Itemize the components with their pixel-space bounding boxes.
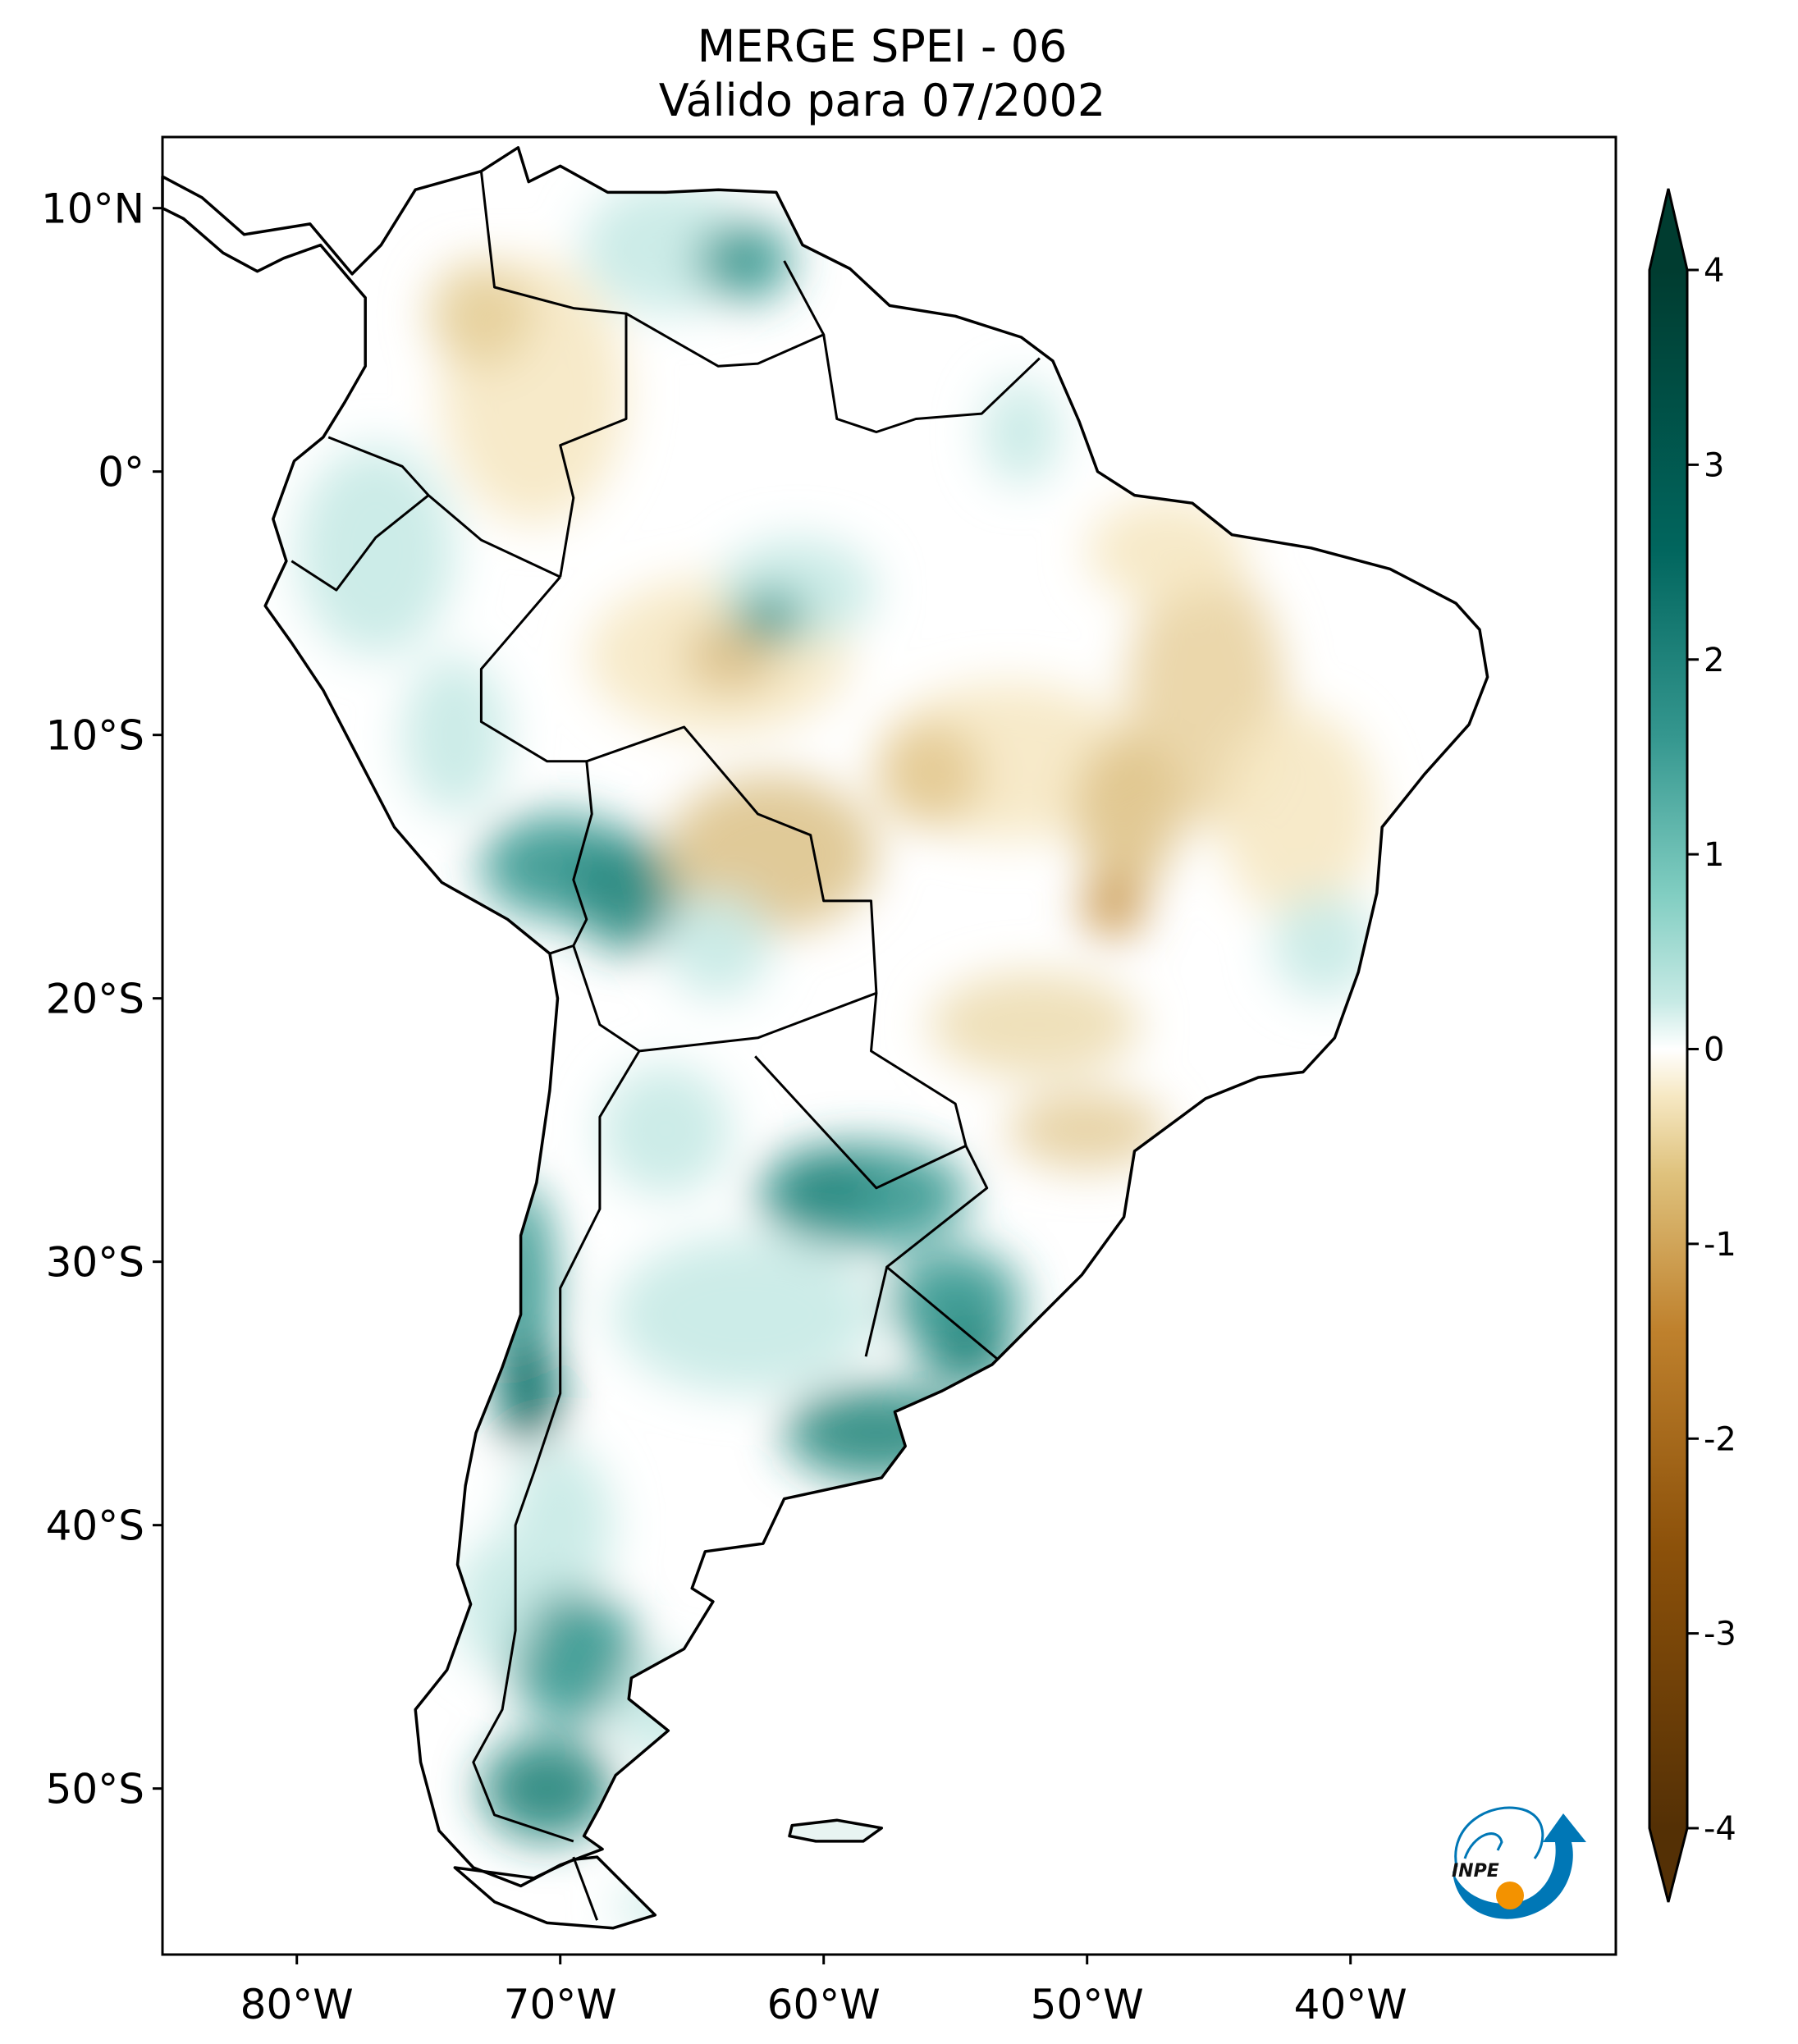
country-border (625, 260, 826, 368)
country-border (472, 1050, 641, 1843)
spei-anomaly-region (1073, 734, 1180, 894)
colorbar-gradient (1649, 270, 1687, 1828)
inpe-logo: INPE (1452, 1806, 1586, 1919)
country-border (864, 1266, 889, 1357)
lon-tick-label: 50°W (1031, 1981, 1144, 2028)
spei-anomaly-region (612, 1235, 876, 1394)
spei-anomaly-region (496, 1340, 560, 1447)
coastline-segment (788, 1818, 884, 1843)
colorbar-tick-label: 4 (1704, 252, 1724, 290)
lat-tick-label: 50°S (46, 1766, 144, 1813)
spei-anomaly-region (612, 1657, 719, 1763)
colorbar-tick-label: 0 (1704, 1031, 1724, 1069)
coastline-segment (161, 146, 1489, 1888)
spei-anomaly-region (784, 1385, 969, 1481)
spei-anomaly-region (981, 379, 1061, 485)
colorbar-extend-min (1649, 1828, 1687, 1902)
land-area (162, 147, 1488, 1928)
country-border (572, 1856, 599, 1921)
country-border (479, 576, 593, 955)
spei-anomaly-region (507, 1590, 640, 1723)
logo-text: INPE (1452, 1861, 1499, 1882)
spei-anomaly-region (736, 590, 806, 643)
lat-tick-label: 40°S (46, 1502, 144, 1550)
spei-anomaly-region (402, 656, 508, 814)
spei-anomaly-region (296, 445, 455, 656)
chart-subtitle: Válido para 07/2002 (658, 75, 1106, 126)
spei-anomaly-region (428, 260, 534, 367)
coastline (161, 146, 1489, 1930)
colorbar: 4 3 2 1 0 -1 -2 -3 -4 (1648, 188, 1736, 1903)
spei-anomaly-region (599, 1063, 732, 1196)
spei-anomaly-region (1219, 708, 1377, 920)
spei-anomaly-region (666, 893, 771, 999)
country-border (885, 1145, 999, 1360)
colorbar-tick-label: 1 (1704, 836, 1724, 874)
lat-tick-label: 0° (98, 449, 144, 496)
country-border (572, 725, 878, 1053)
country-border (754, 993, 968, 1190)
lat-tick-label: 10°S (46, 712, 144, 760)
colorbar-tick-label: 3 (1704, 446, 1724, 484)
spei-anomaly-region (507, 1446, 613, 1604)
country-border (291, 494, 430, 592)
spei-anomaly-region (455, 1538, 534, 1671)
spei-anomaly-region (666, 774, 876, 933)
lat-tick-label: 10°N (41, 185, 144, 233)
spei-anomaly-region (876, 721, 982, 828)
colorbar-extend-max (1649, 189, 1687, 270)
spei-anomaly-region (1087, 497, 1246, 604)
colorbar-tick-label: 2 (1704, 642, 1724, 679)
lat-tick-label: 20°S (46, 976, 144, 1023)
spei-anomaly-region (481, 1735, 613, 1841)
spei-anomaly-region (1008, 1091, 1167, 1170)
spei-anomaly-region (1271, 893, 1377, 999)
spei-anomaly-region (771, 1148, 876, 1218)
country-border (822, 334, 1041, 433)
spei-anomaly-region (1082, 874, 1146, 938)
chart-title: MERGE SPEI - 06 (697, 21, 1068, 72)
spei-anomaly-region (573, 835, 679, 951)
lat-tick-label: 30°S (46, 1239, 144, 1287)
map-frame (161, 135, 1617, 1956)
lon-tick-label: 60°W (767, 1981, 881, 2028)
lon-tick-label: 80°W (240, 1981, 354, 2028)
colorbar-tick-label: -1 (1704, 1226, 1736, 1264)
coastline-segment (453, 1855, 657, 1930)
lon-tick-label: 40°W (1294, 1981, 1407, 2028)
country-border (479, 171, 628, 578)
colorbar-tick-label: -2 (1704, 1420, 1736, 1458)
colorbar-tick-label: -3 (1704, 1616, 1736, 1653)
lon-tick-label: 70°W (504, 1981, 617, 2028)
spei-anomaly-region (929, 972, 1140, 1077)
spei-anomaly-region (697, 221, 793, 301)
colorbar-tick-label: -4 (1704, 1810, 1736, 1848)
